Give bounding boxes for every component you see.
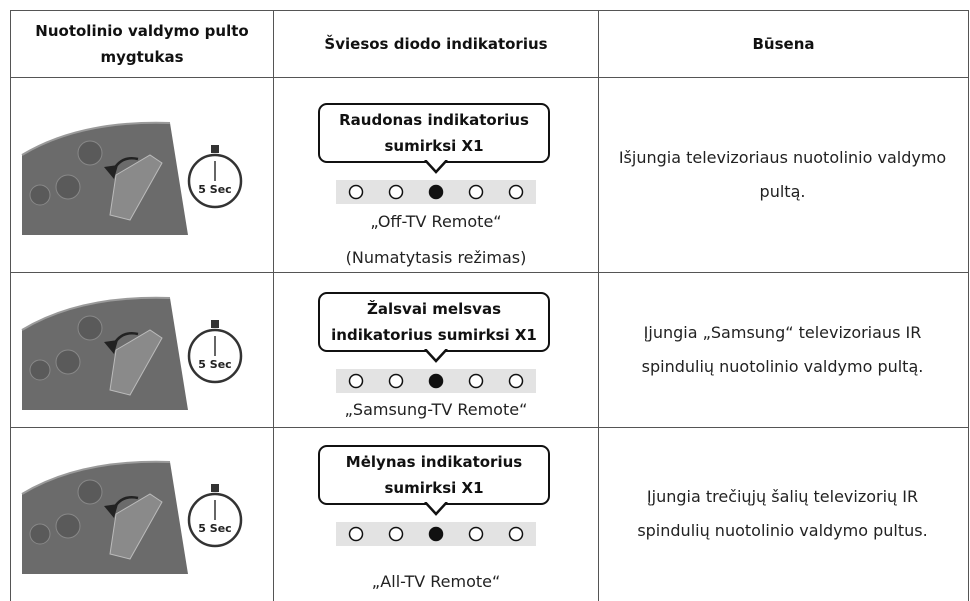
remote-button [55,349,81,374]
rule [10,10,969,11]
remote-body [22,122,188,235]
mode-note: (Numatytasis režimas) [345,248,527,267]
remote-button [77,315,103,340]
led [468,526,484,542]
header-cell: Šviesos diodo indikatorius [324,35,548,53]
bubble: Raudonas indikatorius sumirksi X1 [318,103,550,163]
timer-label: 5 Sec [198,358,231,371]
led [428,526,444,542]
header-cell: Būsena [752,35,815,53]
led [508,373,524,389]
led-bar [336,180,536,204]
remote-edge [21,460,171,495]
led [388,526,404,542]
rule [968,10,969,601]
timer-crown [211,319,219,328]
mode-label: „All-TV Remote“ [371,572,501,591]
remote-image: 5 Sec [21,296,243,410]
rule [10,10,11,601]
bubble: Mėlynas indikatorius sumirksi X1 [318,445,550,505]
remote-button [29,184,51,205]
remote-rocker [109,328,163,396]
bubble: Žalsvai melsvas indikatorius sumirksi X1 [318,292,550,352]
led [468,184,484,200]
remote-rocker [109,493,163,560]
pointer [424,349,448,363]
led [468,373,484,389]
led [348,184,364,200]
header-cell: Nuotolinio valdymo pulto mygtukas [35,22,249,66]
led [428,184,444,200]
led [348,373,364,389]
mode-label: „Off-TV Remote“ [370,212,502,231]
led [508,526,524,542]
rule [273,10,274,601]
remote-image: 5 Sec [21,460,243,574]
remote-button [77,140,103,165]
bubble-pointer [424,349,448,363]
led-bar [336,522,536,546]
remote-body [22,297,188,410]
mode-label: „Samsung-TV Remote“ [344,400,528,419]
led [348,526,364,542]
timer-label: 5 Sec [198,522,231,535]
timer-label: 5 Sec [198,183,231,196]
status: Įjungia „Samsung“ televizoriaus IR spind… [641,322,924,376]
remote-button [55,174,81,199]
rule [10,77,969,78]
status: Išjungia televizoriaus nuotolinio valdym… [618,147,947,201]
remote-button [29,359,51,380]
rule [10,272,969,273]
led [388,373,404,389]
arrow-head [104,164,118,179]
remote-rocker [109,153,163,221]
arrow-head [104,504,118,518]
rule [598,10,599,601]
timer-crown [211,484,219,492]
bubble-pointer [424,160,448,174]
arrow-head [104,339,118,354]
led [508,184,524,200]
timer-crown [211,144,219,153]
remote-image: 5 Sec [21,121,243,235]
status: Įjungia trečiųjų šalių televizorių IR sp… [637,487,928,540]
remote-body [22,461,188,574]
led [388,184,404,200]
pointer [424,502,448,516]
remote-button [77,479,103,505]
remote-button [29,523,51,545]
pointer [424,160,448,174]
remote-edge [21,121,171,156]
rule [10,427,969,428]
remote-button [55,513,81,539]
led [428,373,444,389]
led-bar [336,369,536,393]
remote-edge [21,296,171,331]
bubble-pointer [424,502,448,516]
